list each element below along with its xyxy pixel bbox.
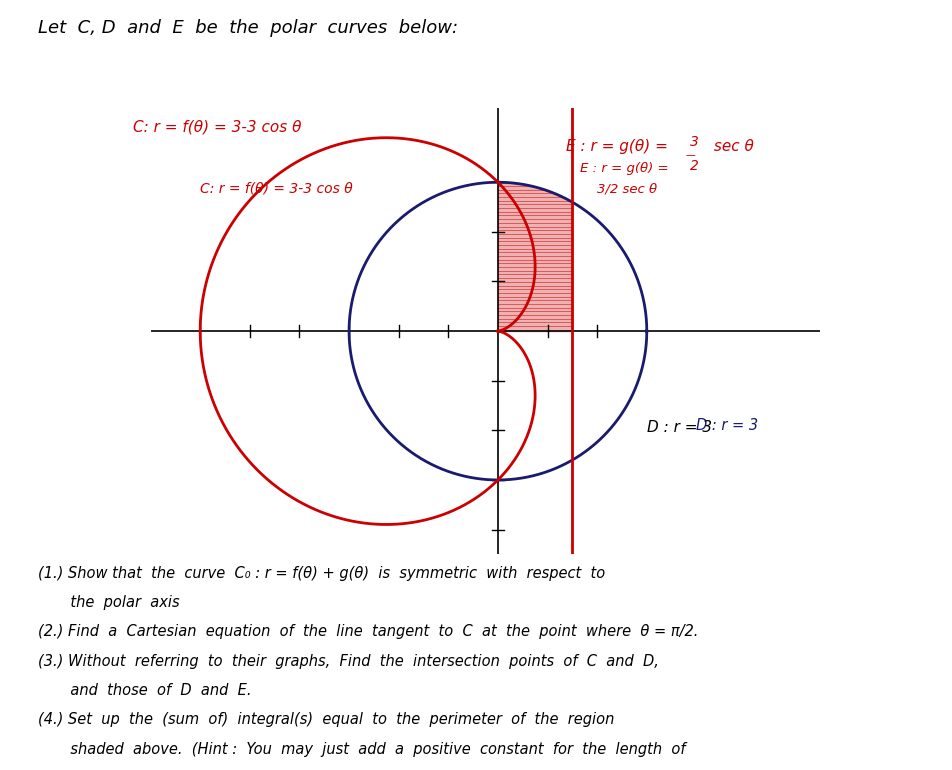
Text: —: — bbox=[685, 150, 695, 160]
Text: E : r = g(θ) =: E : r = g(θ) = bbox=[580, 162, 673, 176]
Text: (3.) Without  referring  to  their  graphs,  Find  the  intersection  points  of: (3.) Without referring to their graphs, … bbox=[38, 654, 659, 668]
Text: C: r = f(θ) = 3-3 cos θ: C: r = f(θ) = 3-3 cos θ bbox=[200, 181, 353, 195]
Text: 3: 3 bbox=[690, 135, 699, 149]
Text: 2: 2 bbox=[690, 159, 699, 173]
Text: (2.) Find  a  Cartesian  equation  of  the  line  tangent  to  C  at  the  point: (2.) Find a Cartesian equation of the li… bbox=[38, 624, 699, 639]
Text: C: r = f(θ) = 3-3 cos θ: C: r = f(θ) = 3-3 cos θ bbox=[133, 119, 302, 134]
Text: 3/2 sec θ: 3/2 sec θ bbox=[580, 182, 657, 195]
Text: D : r = 3: D : r = 3 bbox=[647, 420, 712, 434]
Text: and  those  of  D  and  E.: and those of D and E. bbox=[38, 683, 251, 698]
Text: sec θ: sec θ bbox=[709, 139, 754, 153]
Text: (4.) Set  up  the  (sum  of)  integral(s)  equal  to  the  perimeter  of  the  r: (4.) Set up the (sum of) integral(s) equ… bbox=[38, 712, 614, 727]
Text: shaded  above.  (Hint :  You  may  just  add  a  positive  constant  for  the  l: shaded above. (Hint : You may just add a… bbox=[38, 742, 685, 756]
Text: D : r = 3: D : r = 3 bbox=[697, 418, 759, 434]
Text: the  polar  axis: the polar axis bbox=[38, 595, 180, 610]
Text: E : r = g(θ) =: E : r = g(θ) = bbox=[566, 139, 673, 153]
Text: (1.) Show that  the  curve  C₀ : r = f(θ) + g(θ)  is  symmetric  with  respect  : (1.) Show that the curve C₀ : r = f(θ) +… bbox=[38, 566, 605, 581]
Text: Let  C, D  and  E  be  the  polar  curves  below:: Let C, D and E be the polar curves below… bbox=[38, 19, 458, 37]
